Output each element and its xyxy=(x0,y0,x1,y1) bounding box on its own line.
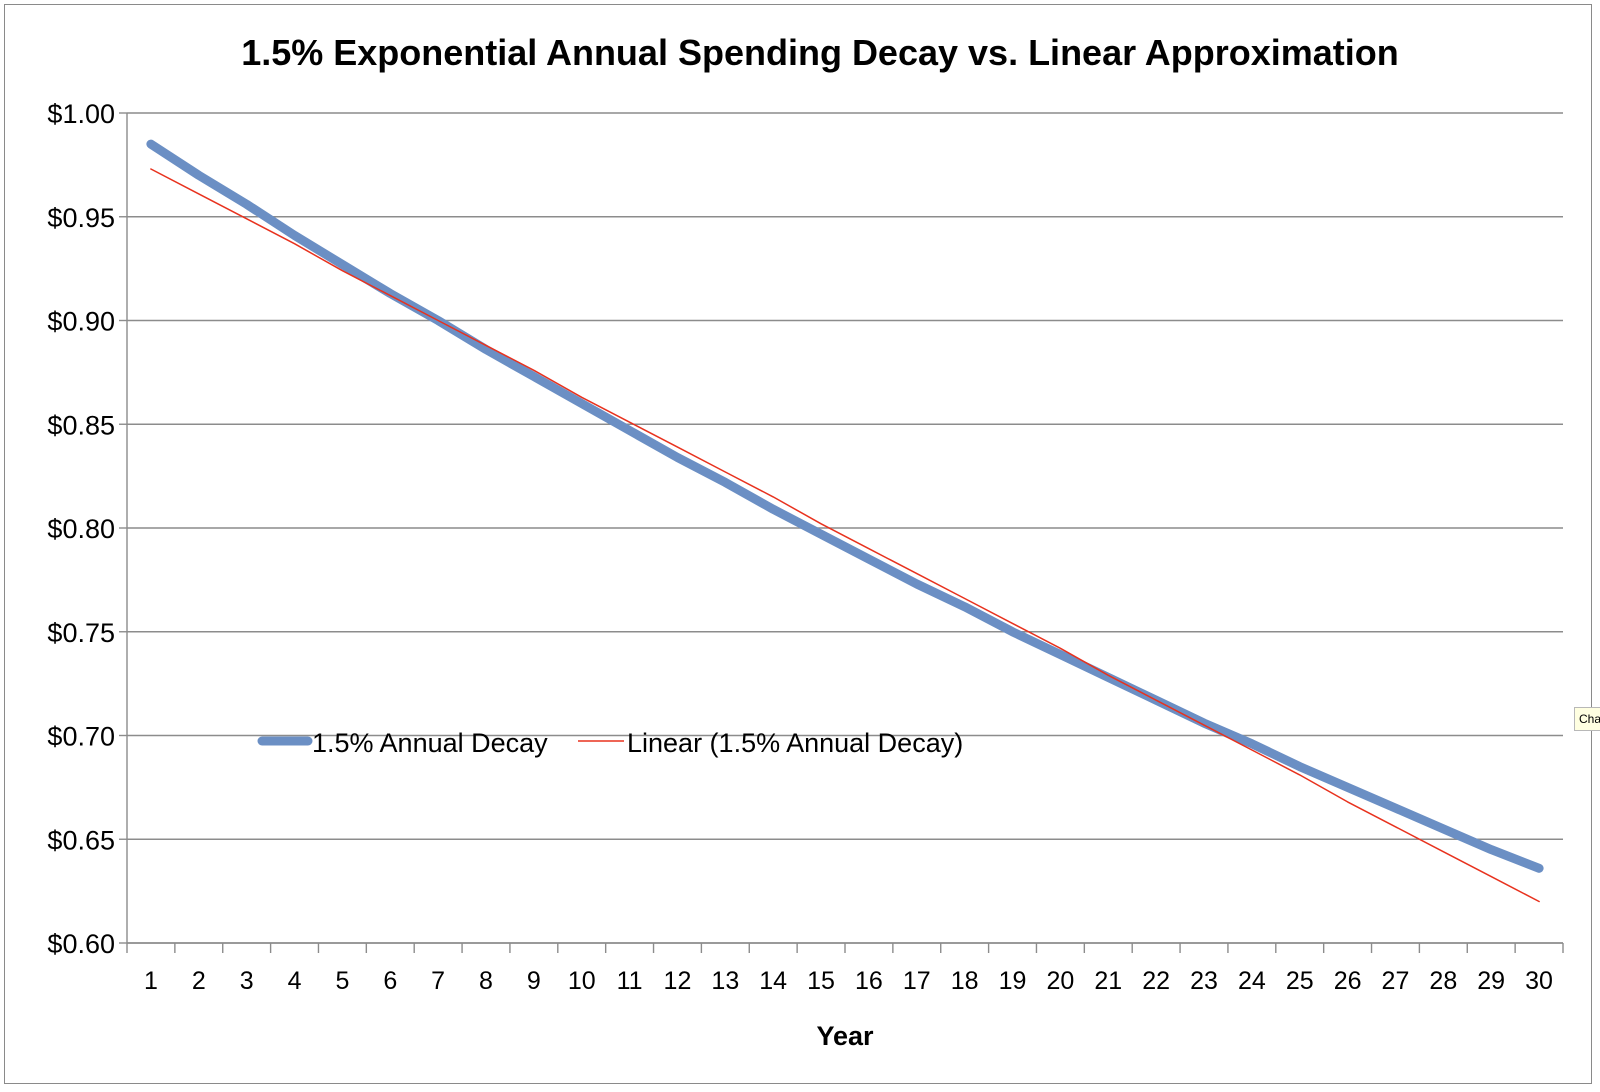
chart-frame xyxy=(4,4,1592,1084)
x-tick-label: 5 xyxy=(335,967,349,995)
x-tick-label: 23 xyxy=(1190,967,1218,995)
y-tick-label: $0.95 xyxy=(47,203,115,233)
x-tick-label: 26 xyxy=(1334,967,1362,995)
x-tick-label: 3 xyxy=(240,967,254,995)
x-tick-label: 9 xyxy=(527,967,541,995)
x-tick-label: 18 xyxy=(951,967,979,995)
legend-label-exponential: 1.5% Annual Decay xyxy=(312,728,548,758)
series-lines xyxy=(146,139,1544,903)
y-tick-label: $0.90 xyxy=(47,307,115,337)
series-line-exponential xyxy=(146,139,1544,873)
y-tick-label: $0.65 xyxy=(47,825,115,855)
x-tick-label: 16 xyxy=(855,967,883,995)
x-tick-label: 6 xyxy=(383,967,397,995)
y-tick-label: $1.00 xyxy=(47,99,115,129)
x-tick-label: 17 xyxy=(903,967,931,995)
x-tick-label: 12 xyxy=(664,967,692,995)
gridlines xyxy=(127,112,1563,944)
legend-label-linear: Linear (1.5% Annual Decay) xyxy=(627,728,963,758)
x-tick-label: 13 xyxy=(711,967,739,995)
x-tick-label: 11 xyxy=(617,967,643,995)
x-tick-label: 7 xyxy=(431,967,445,995)
axes: $0.60 $0.65 $0.70 $0.75 $0.80 $0.85 $0.90 $0.95… xyxy=(47,99,1564,995)
x-tick-label: 22 xyxy=(1142,967,1170,995)
x-tick-label: 30 xyxy=(1525,967,1553,995)
chart-title: 1.5% Exponential Annual Spending Decay v… xyxy=(241,32,1399,73)
x-tick-label: 28 xyxy=(1429,967,1457,995)
x-axis-label: Year xyxy=(816,1021,874,1051)
x-tick-label: 19 xyxy=(999,967,1027,995)
chart-tooltip: Cha xyxy=(1574,707,1600,731)
x-tick-label: 8 xyxy=(479,967,493,995)
y-tick-label: $0.60 xyxy=(47,929,115,959)
legend: 1.5% Annual Decay Linear (1.5% Annual De… xyxy=(257,728,963,758)
x-tick-label: 29 xyxy=(1477,967,1505,995)
x-tick-label: 14 xyxy=(759,967,787,995)
y-tick-label: $0.85 xyxy=(47,410,115,440)
x-tick-label: 4 xyxy=(288,967,302,995)
y-tick-label: $0.80 xyxy=(47,514,115,544)
series-line-linear xyxy=(150,168,1540,903)
x-tick-label: 10 xyxy=(568,967,596,995)
x-tick-label: 24 xyxy=(1238,967,1266,995)
x-tick-label: 1 xyxy=(144,967,158,995)
y-tick-label: $0.75 xyxy=(47,618,115,648)
x-tick-label: 20 xyxy=(1046,967,1074,995)
y-tick-label: $0.70 xyxy=(47,722,115,752)
x-tick-label: 21 xyxy=(1094,967,1122,995)
x-tick-label: 27 xyxy=(1382,967,1410,995)
x-tick-label: 2 xyxy=(192,967,206,995)
x-tick-label: 25 xyxy=(1286,967,1314,995)
x-tick-label: 15 xyxy=(807,967,835,995)
